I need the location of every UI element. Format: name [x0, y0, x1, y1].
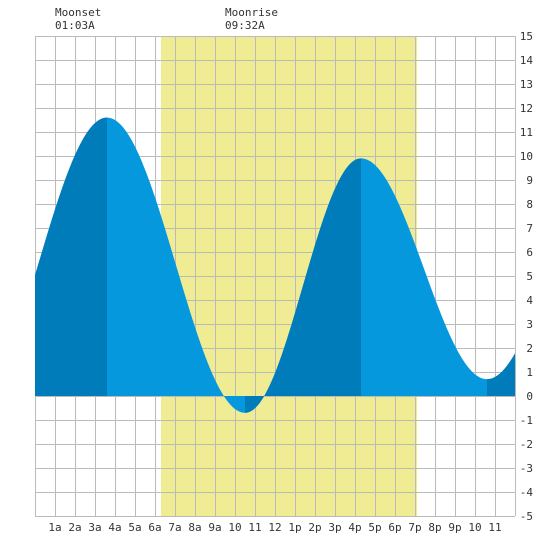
x-tick-label: 1p [288, 521, 301, 534]
x-tick-label: 8p [428, 521, 441, 534]
x-axis: 1a 2a 3a 4a 5a 6a 7a 8a 9a 10 11 12 1p 2p 3p 4p 5p 6p 7p 8p… [48, 521, 501, 534]
x-tick-label: 6a [148, 521, 161, 534]
y-tick-label: 11 [520, 126, 533, 139]
moon-event-name: Moonset [55, 6, 101, 19]
moon-event-time: 01:03A [55, 19, 95, 32]
y-tick-label: 12 [520, 102, 533, 115]
tide-area-fill [35, 117, 515, 413]
x-tick-label: 10 [228, 521, 241, 534]
x-tick-label: 11 [248, 521, 261, 534]
x-tick-label: 9a [208, 521, 221, 534]
x-tick-label: 5a [128, 521, 141, 534]
x-tick-label: 1a [48, 521, 61, 534]
y-tick-label: 13 [520, 78, 533, 91]
x-tick-label: 2a [68, 521, 81, 534]
x-tick-label: 7p [408, 521, 421, 534]
x-tick-label: 4p [348, 521, 361, 534]
y-tick-label: 5 [526, 270, 533, 283]
y-tick-label: 8 [526, 198, 533, 211]
tide-area-shade [35, 117, 107, 396]
x-tick-label: 7a [168, 521, 181, 534]
y-tick-label: 0 [526, 390, 533, 403]
x-tick-label: 6p [388, 521, 401, 534]
x-tick-label: 3a [88, 521, 101, 534]
y-tick-label: 2 [526, 342, 533, 355]
x-tick-label: 2p [308, 521, 321, 534]
y-tick-label: 14 [520, 54, 534, 67]
y-tick-label: 6 [526, 246, 533, 259]
tide-area [35, 117, 515, 413]
tide-area-shade [245, 158, 361, 413]
x-tick-label: 5p [368, 521, 381, 534]
y-tick-label: 10 [520, 150, 533, 163]
y-tick-label: 3 [526, 318, 533, 331]
y-tick-label: 9 [526, 174, 533, 187]
moon-event-name: Moonrise [225, 6, 278, 19]
y-tick-label: -4 [520, 486, 534, 499]
y-tick-label: -2 [520, 438, 533, 451]
tide-area-shade [487, 353, 515, 396]
y-tick-label: 4 [526, 294, 533, 307]
y-tick-label: -1 [520, 414, 533, 427]
x-tick-label: 12 [268, 521, 281, 534]
x-tick-label: 8a [188, 521, 201, 534]
x-tick-label: 4a [108, 521, 121, 534]
x-tick-label: 11 [488, 521, 501, 534]
x-tick-label: 3p [328, 521, 341, 534]
y-tick-label: 15 [520, 30, 533, 43]
y-tick-label: 1 [526, 366, 533, 379]
moon-event-time: 09:32A [225, 19, 265, 32]
x-tick-label: 10 [468, 521, 481, 534]
x-tick-label: 9p [448, 521, 461, 534]
y-tick-label: 7 [526, 222, 533, 235]
y-tick-label: -5 [520, 510, 533, 523]
y-tick-label: -3 [520, 462, 533, 475]
